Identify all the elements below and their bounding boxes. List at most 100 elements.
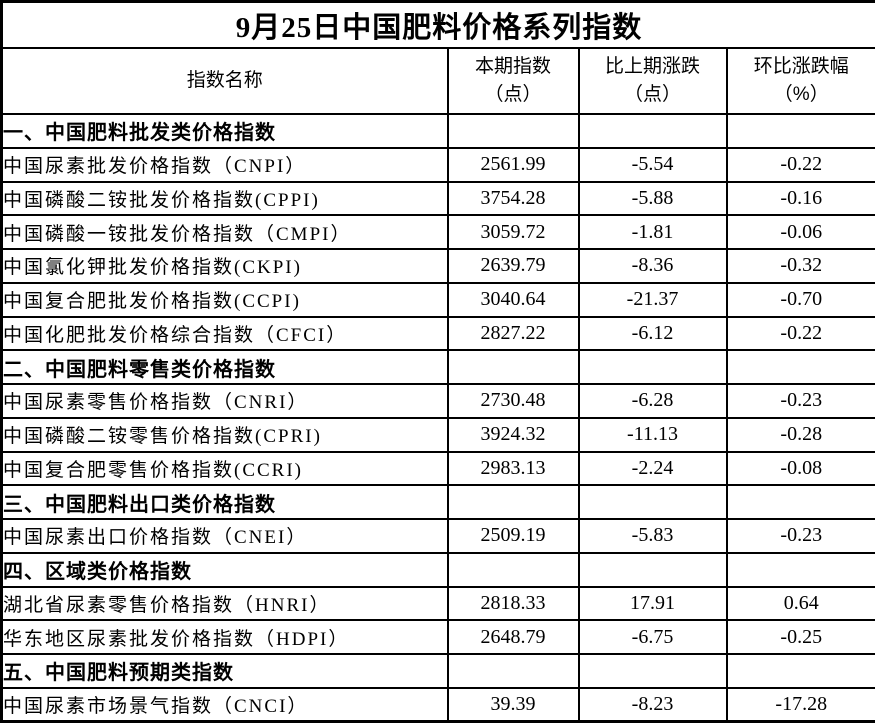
change-percent-cell: -0.25	[725, 619, 875, 655]
index-name-cell: 中国磷酸二铵批发价格指数(CPPI)	[0, 180, 449, 217]
change-percent-cell: -0.28	[725, 416, 875, 453]
index-name-cell: 五、中国肥料预期类指数	[0, 653, 449, 689]
current-index-cell	[446, 484, 580, 520]
change-points-cell: -5.88	[577, 180, 728, 217]
change-percent-cell	[725, 113, 875, 149]
change-points-cell: -6.28	[577, 383, 728, 419]
table-row: 中国复合肥批发价格指数(CCPI) 3040.64 -21.37 -0.70	[0, 281, 875, 318]
change-percent-cell	[725, 551, 875, 588]
table-row: 中国尿素零售价格指数（CNRI） 2730.48 -6.28 -0.23	[0, 383, 875, 419]
current-index-cell: 2561.99	[446, 146, 580, 183]
index-name-cell: 一、中国肥料批发类价格指数	[0, 113, 449, 149]
table-row: 中国尿素市场景气指数（CNCI） 39.39 -8.23 -17.28	[0, 686, 875, 723]
table-row: 中国尿素出口价格指数（CNEI） 2509.19 -5.83 -0.23	[0, 518, 875, 554]
table-body: 一、中国肥料批发类价格指数 中国尿素批发价格指数（CNPI） 2561.99 -5.5…	[0, 113, 875, 723]
column-header-line1: 指数名称	[186, 70, 263, 92]
change-percent-cell	[725, 653, 875, 689]
current-index-cell	[446, 653, 580, 689]
index-name-cell: 华东地区尿素批发价格指数（HDPI）	[0, 619, 449, 655]
column-header-change-points: 比上期涨跌 （点）	[577, 47, 728, 115]
current-index-cell	[446, 551, 580, 588]
index-name-cell: 中国化肥批发价格综合指数（CFCI）	[0, 315, 449, 352]
index-name-cell: 中国磷酸一铵批发价格指数（CMPI）	[0, 214, 449, 250]
change-percent-cell: -0.08	[725, 450, 875, 487]
table-row: 中国磷酸一铵批发价格指数（CMPI） 3059.72 -1.81 -0.06	[0, 214, 875, 250]
current-index-cell: 2827.22	[446, 315, 580, 352]
column-header-line1: 本期指数	[474, 56, 551, 78]
table-row: 华东地区尿素批发价格指数（HDPI） 2648.79 -6.75 -0.25	[0, 619, 875, 655]
column-header-index-name: 指数名称	[0, 47, 449, 115]
index-name-cell: 中国氯化钾批发价格指数(CKPI)	[0, 248, 449, 284]
change-points-cell: -21.37	[577, 281, 728, 318]
index-name-cell: 中国尿素出口价格指数（CNEI）	[0, 518, 449, 554]
change-percent-cell: -0.32	[725, 248, 875, 284]
index-name-cell: 中国尿素市场景气指数（CNCI）	[0, 686, 449, 723]
index-name-cell: 二、中国肥料零售类价格指数	[0, 349, 449, 385]
table-row: 中国磷酸二铵批发价格指数(CPPI) 3754.28 -5.88 -0.16	[0, 180, 875, 217]
section-row: 四、区域类价格指数	[0, 551, 875, 588]
change-percent-cell: -0.06	[725, 214, 875, 250]
section-row: 一、中国肥料批发类价格指数	[0, 113, 875, 149]
index-name-cell: 中国尿素零售价格指数（CNRI）	[0, 383, 449, 419]
title-row: 9月25日中国肥料价格系列指数	[0, 0, 875, 49]
column-header-current-index: 本期指数 （点）	[446, 47, 580, 115]
change-percent-cell: -0.23	[725, 383, 875, 419]
column-header-row: 指数名称 本期指数 （点） 比上期涨跌 （点） 环比涨跌幅 （%）	[0, 47, 875, 115]
column-header-line1: 环比涨跌幅	[753, 56, 849, 78]
current-index-cell: 2818.33	[446, 585, 580, 622]
change-points-cell: -8.23	[577, 686, 728, 723]
change-percent-cell: -0.22	[725, 315, 875, 352]
current-index-cell: 39.39	[446, 686, 580, 723]
column-header-change-percent: 环比涨跌幅 （%）	[725, 47, 875, 115]
change-percent-cell: 0.64	[725, 585, 875, 622]
current-index-cell: 3040.64	[446, 281, 580, 318]
index-name-cell: 三、中国肥料出口类价格指数	[0, 484, 449, 520]
change-points-cell	[577, 349, 728, 385]
section-row: 三、中国肥料出口类价格指数	[0, 484, 875, 520]
table-row: 湖北省尿素零售价格指数（HNRI） 2818.33 17.91 0.64	[0, 585, 875, 622]
index-name-cell: 中国尿素批发价格指数（CNPI）	[0, 146, 449, 183]
change-points-cell: -5.54	[577, 146, 728, 183]
table-row: 中国化肥批发价格综合指数（CFCI） 2827.22 -6.12 -0.22	[0, 315, 875, 352]
index-name-cell: 湖北省尿素零售价格指数（HNRI）	[0, 585, 449, 622]
change-percent-cell	[725, 349, 875, 385]
column-header-line1: 比上期涨跌	[604, 56, 700, 78]
section-row: 二、中国肥料零售类价格指数	[0, 349, 875, 385]
column-header-line2: （点）	[623, 84, 681, 105]
column-header-line2: （%）	[773, 84, 829, 105]
current-index-cell: 2983.13	[446, 450, 580, 487]
change-points-cell: -8.36	[577, 248, 728, 284]
change-points-cell	[577, 653, 728, 689]
change-points-cell: -5.83	[577, 518, 728, 554]
current-index-cell	[446, 113, 580, 149]
change-percent-cell: -17.28	[725, 686, 875, 723]
current-index-cell: 2648.79	[446, 619, 580, 655]
change-points-cell	[577, 551, 728, 588]
section-row: 五、中国肥料预期类指数	[0, 653, 875, 689]
current-index-cell: 2639.79	[446, 248, 580, 284]
table-row: 中国氯化钾批发价格指数(CKPI) 2639.79 -8.36 -0.32	[0, 248, 875, 284]
change-percent-cell: -0.70	[725, 281, 875, 318]
change-points-cell	[577, 484, 728, 520]
index-name-cell: 四、区域类价格指数	[0, 551, 449, 588]
change-points-cell: 17.91	[577, 585, 728, 622]
index-name-cell: 中国磷酸二铵零售价格指数(CPRI)	[0, 416, 449, 453]
change-points-cell: -1.81	[577, 214, 728, 250]
current-index-cell: 3059.72	[446, 214, 580, 250]
table-row: 中国磷酸二铵零售价格指数(CPRI) 3924.32 -11.13 -0.28	[0, 416, 875, 453]
change-percent-cell	[725, 484, 875, 520]
table-row: 中国尿素批发价格指数（CNPI） 2561.99 -5.54 -0.22	[0, 146, 875, 183]
current-index-cell	[446, 349, 580, 385]
index-name-cell: 中国复合肥零售价格指数(CCRI)	[0, 450, 449, 487]
change-percent-cell: -0.16	[725, 180, 875, 217]
column-header-line2: （点）	[484, 84, 542, 105]
table-title: 9月25日中国肥料价格系列指数	[0, 0, 875, 49]
change-points-cell: -6.12	[577, 315, 728, 352]
change-points-cell	[577, 113, 728, 149]
current-index-cell: 2730.48	[446, 383, 580, 419]
current-index-cell: 2509.19	[446, 518, 580, 554]
table-row: 中国复合肥零售价格指数(CCRI) 2983.13 -2.24 -0.08	[0, 450, 875, 487]
change-points-cell: -11.13	[577, 416, 728, 453]
change-points-cell: -6.75	[577, 619, 728, 655]
